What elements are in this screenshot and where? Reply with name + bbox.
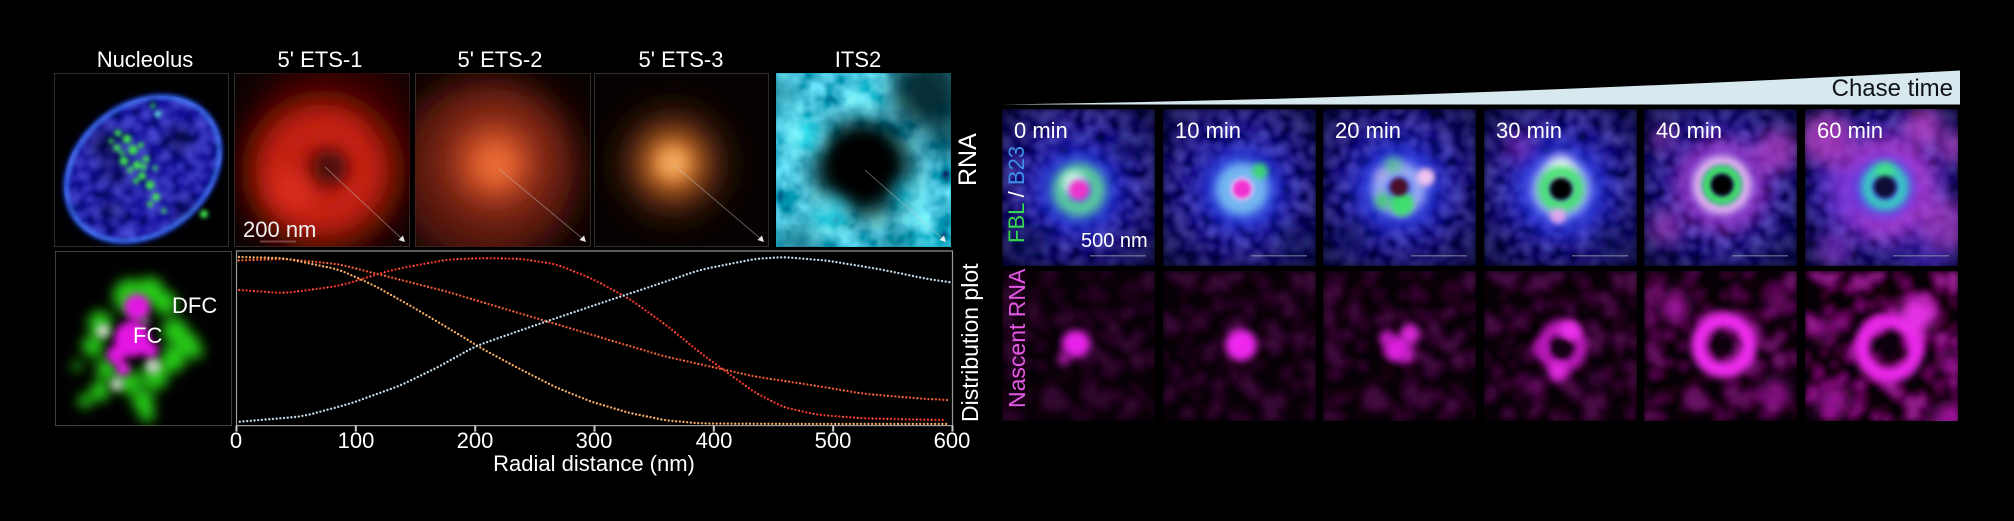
svg-text:DFC: DFC bbox=[172, 293, 217, 318]
svg-text:Chase time: Chase time bbox=[1832, 75, 1953, 102]
svg-text:FC: FC bbox=[133, 323, 162, 348]
svg-text:200 nm: 200 nm bbox=[243, 217, 316, 242]
